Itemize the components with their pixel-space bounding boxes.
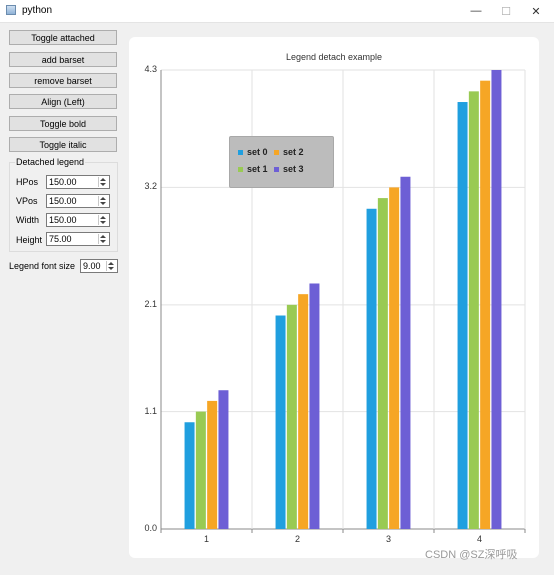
window-title: python — [22, 5, 53, 16]
hpos-label: HPos — [16, 177, 39, 187]
x-tick-label: 4 — [476, 534, 482, 544]
bar-set-1-cat-2 — [286, 304, 297, 529]
detached-legend[interactable]: set 0 set 2 set 1 set 3 — [229, 136, 334, 188]
close-button[interactable]: ✕ — [518, 0, 554, 22]
legend-item-set-0: set 0 — [238, 147, 268, 157]
spin-arrows-icon[interactable] — [98, 196, 108, 206]
maximize-button[interactable]: ☐ — [488, 0, 524, 22]
bar-set-1-cat-3 — [377, 198, 388, 529]
vpos-label: VPos — [16, 196, 38, 206]
detached-legend-group-title: Detached legend — [15, 157, 86, 167]
minimize-icon: — — [470, 5, 482, 17]
height-value: 75.00 — [49, 234, 72, 244]
spin-arrows-icon[interactable] — [98, 177, 108, 187]
spin-arrows-icon[interactable] — [98, 215, 108, 225]
chart-view: Legend detach example 4.3 3.2 2.1 1.1 0.0 1 2… — [129, 37, 539, 558]
hpos-value: 150.00 — [49, 177, 77, 187]
hpos-spinbox[interactable]: 150.00 — [46, 175, 110, 189]
legend-swatch — [238, 167, 243, 173]
legend-item-set-2: set 2 — [274, 147, 304, 157]
x-tick-label: 3 — [385, 534, 391, 544]
width-spinbox[interactable]: 150.00 — [46, 213, 110, 227]
toggle-attached-button[interactable]: Toggle attached — [9, 30, 117, 45]
app-icon — [6, 5, 16, 15]
legend-font-size-spinbox[interactable]: 9.00 — [80, 259, 118, 273]
bar-chart — [160, 69, 526, 533]
bar-set-1-cat-4 — [468, 91, 479, 529]
bar-set-0-cat-3 — [366, 208, 377, 529]
watermark: CSDN @SZ深呼吸 — [425, 549, 518, 561]
bar-set-2-cat-4 — [480, 80, 491, 529]
align-button[interactable]: Align (Left) — [9, 94, 117, 109]
y-tick-label: 2.1 — [144, 298, 157, 309]
width-label: Width — [16, 215, 40, 225]
bar-set-3-cat-2 — [309, 283, 320, 529]
legend-item-set-3: set 3 — [274, 164, 304, 174]
bar-set-1-cat-1 — [195, 411, 206, 529]
maximize-icon: ☐ — [501, 5, 511, 18]
bar-set-0-cat-1 — [184, 422, 195, 529]
bar-set-3-cat-1 — [218, 390, 229, 529]
bar-set-3-cat-3 — [400, 176, 411, 529]
bar-set-2-cat-2 — [298, 294, 309, 529]
legend-swatch — [238, 150, 243, 156]
y-tick-label: 0.0 — [144, 523, 157, 533]
minimize-button[interactable]: — — [458, 0, 494, 22]
width-value: 150.00 — [49, 215, 77, 225]
add-barset-button[interactable]: add barset — [9, 52, 117, 67]
legend-item-set-1: set 1 — [238, 164, 268, 174]
spin-arrows-icon[interactable] — [106, 261, 116, 271]
spin-arrows-icon[interactable] — [98, 234, 108, 244]
bar-set-2-cat-3 — [389, 187, 400, 529]
y-tick-label: 3.2 — [144, 181, 157, 192]
remove-barset-button[interactable]: remove barset — [9, 73, 117, 88]
chart-title: Legend detach example — [285, 52, 383, 62]
toggle-italic-button[interactable]: Toggle italic — [9, 137, 117, 152]
legend-swatch — [274, 167, 279, 173]
height-label: Height — [16, 235, 43, 245]
toggle-bold-button[interactable]: Toggle bold — [9, 116, 117, 131]
legend-swatch — [274, 150, 279, 156]
x-tick-label: 1 — [203, 534, 209, 544]
vpos-spinbox[interactable]: 150.00 — [46, 194, 110, 208]
x-tick-label: 2 — [294, 534, 300, 544]
height-spinbox[interactable]: 75.00 — [46, 232, 110, 246]
bar-set-0-cat-4 — [457, 102, 468, 529]
vpos-value: 150.00 — [49, 196, 77, 206]
y-tick-label: 4.3 — [144, 64, 157, 74]
close-icon: ✕ — [531, 5, 541, 18]
bar-set-2-cat-1 — [207, 400, 218, 529]
legend-font-size-value: 9.00 — [83, 261, 101, 271]
y-tick-label: 1.1 — [144, 405, 157, 416]
title-bar: python — ☐ ✕ — [0, 0, 554, 23]
legend-font-size-label: Legend font size — [9, 261, 76, 271]
bar-set-3-cat-4 — [491, 70, 502, 529]
bar-set-0-cat-2 — [275, 315, 286, 529]
